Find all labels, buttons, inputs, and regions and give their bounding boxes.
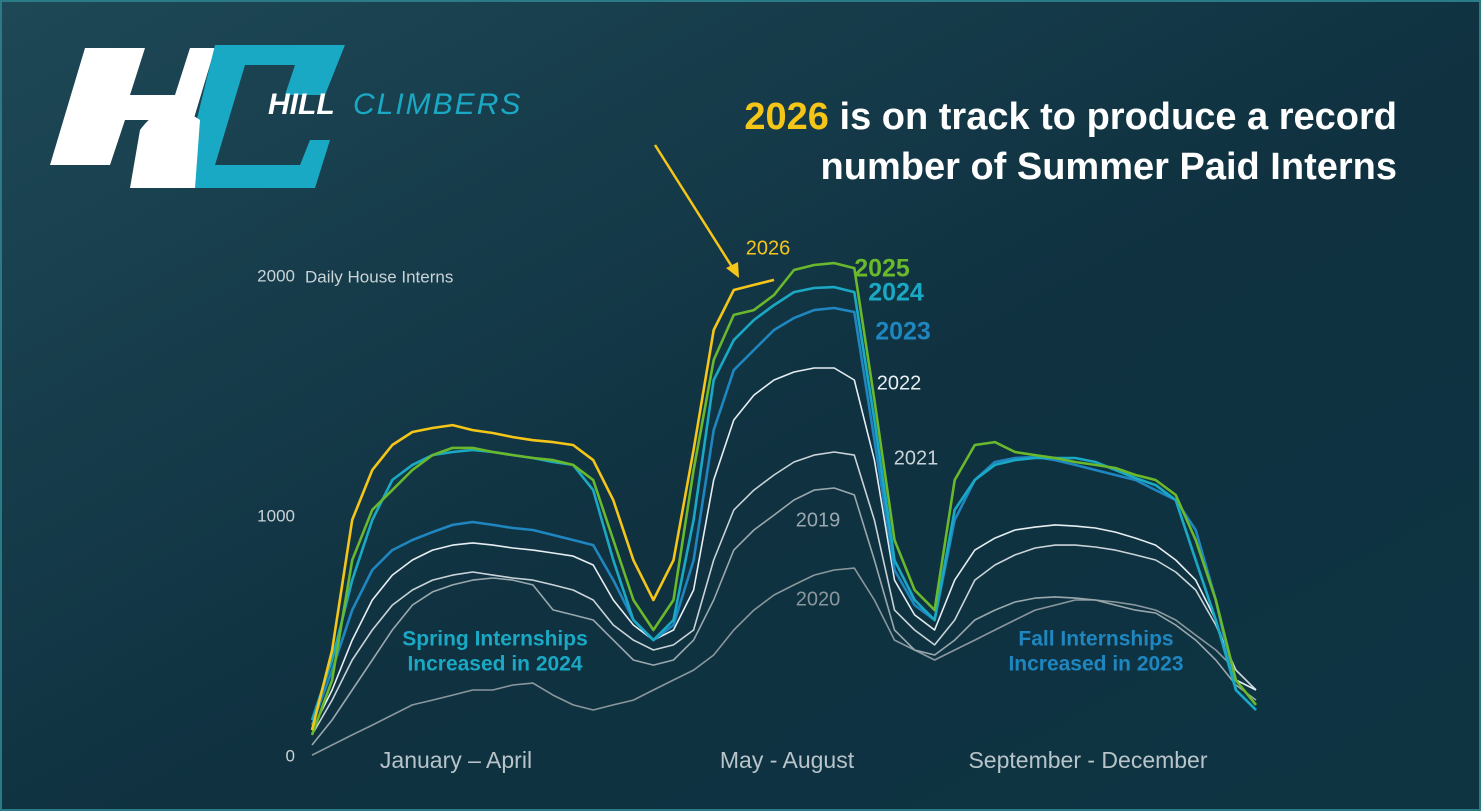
series-label: 2021 bbox=[894, 447, 939, 469]
logo: HILL CLIMBERS bbox=[50, 45, 522, 188]
series-line bbox=[310, 261, 1258, 736]
series-label: 2024 bbox=[868, 279, 924, 307]
brand-climbers: CLIMBERS bbox=[353, 88, 522, 121]
series-label: 2019 bbox=[796, 509, 841, 531]
period-label: September - December bbox=[968, 747, 1207, 773]
arrow-head bbox=[726, 262, 739, 278]
series-line bbox=[311, 367, 1257, 731]
annotation: Spring Internships bbox=[402, 628, 588, 651]
series-line bbox=[311, 451, 1257, 736]
title-line1: is on track to produce a record bbox=[840, 96, 1397, 138]
arrow bbox=[653, 144, 736, 271]
series-line bbox=[311, 487, 1257, 746]
series-label: 2020 bbox=[796, 588, 841, 610]
series-label: 2025 bbox=[854, 255, 910, 283]
y-tick-label: 0 bbox=[286, 746, 295, 765]
period-label: May - August bbox=[720, 747, 855, 773]
logo-c bbox=[180, 45, 345, 188]
brand-hill: HILL bbox=[268, 88, 335, 121]
title-highlight: 2026 bbox=[744, 96, 829, 138]
series-label: 2022 bbox=[877, 372, 922, 394]
series-label: 2026 bbox=[746, 237, 791, 259]
annotation: Fall Internships bbox=[1018, 628, 1173, 651]
series-line bbox=[310, 285, 1257, 721]
series-line bbox=[310, 306, 1257, 726]
y-tick-label: 1000 bbox=[257, 506, 295, 525]
y-axis-label: Daily House Interns bbox=[305, 267, 453, 286]
series-label: 2023 bbox=[875, 318, 931, 346]
logo-dome bbox=[130, 109, 200, 188]
annotation: Increased in 2024 bbox=[407, 653, 582, 676]
annotation: Increased in 2023 bbox=[1008, 653, 1183, 676]
y-tick-label: 2000 bbox=[257, 266, 295, 285]
series-line bbox=[310, 278, 775, 731]
title-line2: number of Summer Paid Interns bbox=[821, 146, 1397, 188]
chart-title: 2026 is on track to produce a record bbox=[744, 96, 1397, 138]
period-label: January – April bbox=[380, 747, 532, 773]
